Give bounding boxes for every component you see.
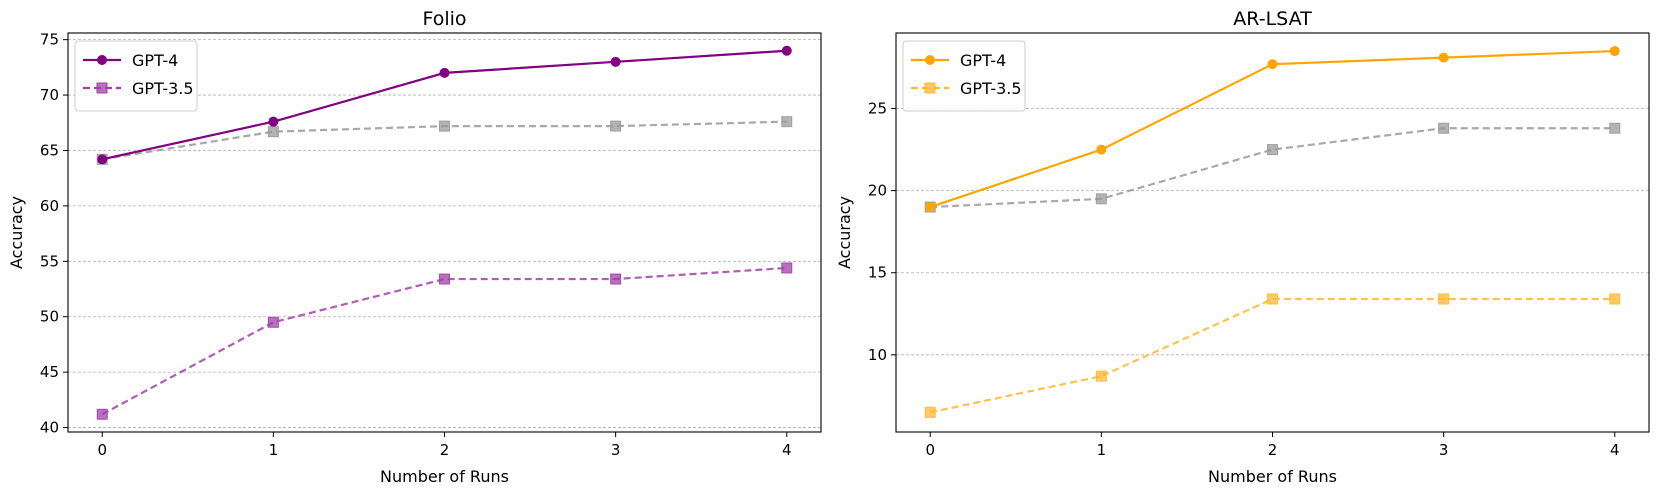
legend-label: GPT-3.5 xyxy=(132,79,194,98)
data-point xyxy=(1095,370,1107,382)
data-point xyxy=(781,45,792,56)
series-gpt-4 xyxy=(97,45,792,165)
data-point xyxy=(439,120,450,132)
y-tick-label: 65 xyxy=(40,141,59,159)
y-axis-label: Accuracy xyxy=(835,196,854,269)
x-axis-label: Number of Runs xyxy=(1208,467,1337,486)
legend-label: GPT-4 xyxy=(960,51,1006,70)
data-point xyxy=(1267,293,1278,305)
legend-marker xyxy=(924,82,936,94)
series-gpt-3-5 xyxy=(96,262,793,420)
x-tick-label: 3 xyxy=(1439,441,1449,459)
legend-marker xyxy=(925,55,935,65)
y-tick-label: 10 xyxy=(868,346,887,364)
axes-frame xyxy=(67,32,822,433)
y-tick-label: 70 xyxy=(40,86,59,104)
chart-title: Folio xyxy=(422,8,466,30)
y-tick-label: 15 xyxy=(868,264,887,282)
data-point xyxy=(1609,122,1621,134)
data-point xyxy=(924,406,936,418)
y-tick-label: 50 xyxy=(40,308,59,326)
data-point xyxy=(96,408,108,420)
chart-folio: 40 45 50 55 60 65 70 75 0 1 2 3 4 Folio Number of Runs… xyxy=(7,8,822,486)
data-point xyxy=(268,116,279,127)
y-tick-label: 25 xyxy=(868,100,887,118)
data-point xyxy=(925,202,936,213)
data-point xyxy=(1438,293,1450,305)
data-point xyxy=(267,126,279,138)
data-point xyxy=(1095,193,1107,205)
x-axis-label: Number of Runs xyxy=(380,467,509,486)
data-point xyxy=(1609,46,1620,57)
legend: GPT-4 GPT-3.5 xyxy=(74,40,198,112)
y-tick-label: 60 xyxy=(40,197,59,215)
x-tick-label: 4 xyxy=(782,441,792,459)
series-line-gpt-3-5 xyxy=(930,297,1615,414)
data-point xyxy=(1609,293,1621,305)
data-point xyxy=(97,154,108,165)
x-tick-label: 2 xyxy=(440,441,450,459)
y-tick-label: 45 xyxy=(40,363,59,381)
y-axis-label: Accuracy xyxy=(7,196,26,269)
data-point xyxy=(1438,122,1450,134)
data-point xyxy=(1438,52,1449,63)
series-gpt-3-5 xyxy=(924,293,1621,418)
data-point xyxy=(781,262,793,274)
chart-ar-lsat: 10 15 20 25 0 1 2 3 4 AR-LSAT Number of Runs Accura… xyxy=(835,8,1650,486)
y-tick-label: 55 xyxy=(40,252,59,270)
legend-label: GPT-3.5 xyxy=(960,79,1022,98)
series-gpt-4 xyxy=(925,46,1620,213)
data-point xyxy=(1096,144,1107,155)
legend: GPT-4 GPT-3.5 xyxy=(902,40,1026,112)
axes-frame xyxy=(895,32,1650,433)
y-tick-label: 20 xyxy=(868,182,887,200)
data-point xyxy=(1267,59,1278,70)
data-point xyxy=(439,67,450,78)
chart-title: AR-LSAT xyxy=(1233,8,1312,30)
x-tick-label: 3 xyxy=(611,441,621,459)
legend-marker xyxy=(97,55,107,65)
x-tick-label: 0 xyxy=(97,441,107,459)
y-tick-label: 75 xyxy=(40,31,59,49)
data-point xyxy=(781,116,793,128)
y-tick-label: 40 xyxy=(40,419,59,437)
x-tick-label: 1 xyxy=(269,441,279,459)
data-point xyxy=(610,56,621,67)
legend-label: GPT-4 xyxy=(132,51,178,70)
x-tick-label: 4 xyxy=(1610,441,1620,459)
data-point xyxy=(439,273,450,285)
data-point xyxy=(1267,144,1278,156)
x-tick-label: 2 xyxy=(1268,441,1278,459)
data-point xyxy=(610,273,622,285)
data-point xyxy=(267,316,279,328)
x-tick-label: 1 xyxy=(1097,441,1107,459)
legend-marker xyxy=(96,82,108,94)
series-line-gpt-3-5 xyxy=(101,266,787,416)
series-line-baseline xyxy=(930,127,1615,209)
x-tick-label: 0 xyxy=(925,441,935,459)
data-point xyxy=(610,120,622,132)
